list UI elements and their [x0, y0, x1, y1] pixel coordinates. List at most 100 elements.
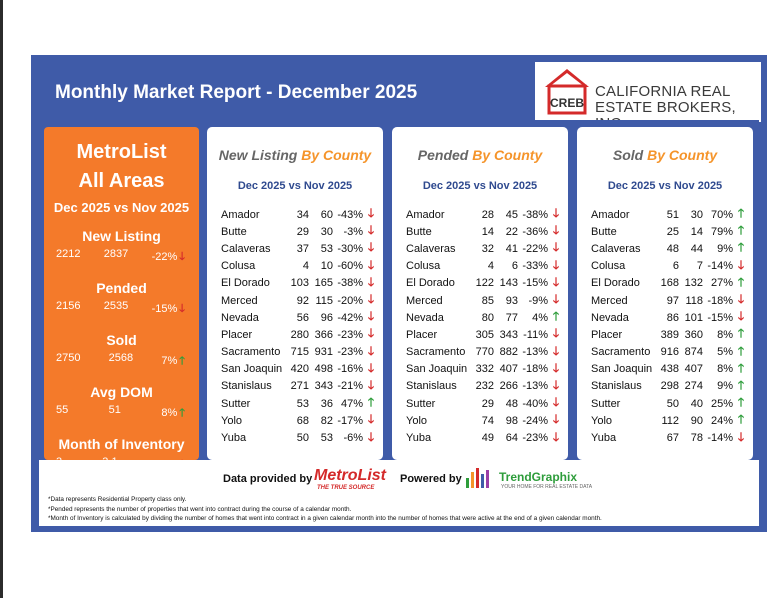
metric-change-pct: -15%	[151, 303, 178, 315]
county-name: Placer	[406, 328, 438, 341]
change-pct: -18%	[707, 294, 733, 307]
arrow-down-icon: 🡓	[552, 377, 560, 392]
nov-value: 98	[505, 414, 518, 427]
metrolist-tagline: THE TRUE SOURCE	[317, 485, 375, 491]
dec-value: 29	[296, 225, 309, 238]
dec-value: 103	[290, 277, 309, 290]
dec-value: 420	[290, 363, 309, 376]
nov-value: 10	[320, 260, 333, 273]
trendgraphix-logo: TrendGraphix	[499, 470, 578, 484]
county-row: Merced 92 115 -20% 🡓	[207, 292, 383, 309]
county-name: Stanislaus	[591, 380, 642, 393]
dec-value: 280	[290, 328, 309, 341]
county-name: Stanislaus	[221, 380, 272, 393]
county-name: Amador	[406, 208, 445, 221]
nov-value: 6	[511, 260, 518, 273]
county-row: Stanislaus 271 343 -21% 🡓	[207, 378, 383, 395]
data-provided-label: Data provided by	[223, 473, 313, 485]
window-left-border	[0, 0, 3, 598]
arrow-down-icon: 🡓	[367, 274, 375, 289]
dec-value: 4	[302, 260, 309, 273]
county-name: Sutter	[221, 397, 251, 410]
arrow-down-icon: 🡓	[552, 343, 560, 358]
report-title: Monthly Market Report - December 2025	[55, 82, 418, 103]
nov-value: 48	[505, 397, 518, 410]
card-subtitle: Dec 2025 vs Nov 2025	[607, 180, 723, 192]
county-row: Colusa 6 7 -14% 🡓	[577, 258, 753, 275]
nov-value: 274	[684, 380, 703, 393]
metric-values: 2156 2535 -15% 🡓	[56, 300, 185, 319]
county-row: Calaveras 48 44 9% 🡑	[577, 240, 753, 257]
county-row: El Dorado 103 165 -38% 🡓	[207, 275, 383, 292]
change-pct: -42%	[337, 311, 363, 324]
metric-label: Pended	[96, 280, 147, 296]
county-name: Calaveras	[221, 242, 271, 255]
change-pct: 8%	[717, 328, 733, 341]
dec-value: 332	[475, 363, 494, 376]
metric-label: Sold	[106, 332, 137, 348]
arrow-down-icon: 🡓	[737, 292, 745, 307]
county-row: Amador 34 60 -43% 🡓	[207, 206, 383, 223]
county-name: Sacramento	[591, 346, 651, 359]
dec-value: 389	[660, 328, 679, 341]
footnote: *Month of Inventory is calculated by div…	[48, 515, 602, 522]
county-name: Sacramento	[221, 346, 281, 359]
change-pct: -11%	[523, 328, 548, 341]
county-row: Placer 280 366 -23% 🡓	[207, 326, 383, 343]
powered-by-label: Powered by	[400, 473, 462, 485]
footnotes: *Data represents Residential Property cl…	[48, 495, 602, 524]
card-title-by-county: By County	[647, 147, 718, 163]
dec-value: 50	[296, 432, 309, 445]
nov-value: 60	[320, 208, 333, 221]
county-name: Stanislaus	[406, 380, 457, 393]
change-pct: -6%	[343, 432, 363, 445]
arrow-down-icon: 🡓	[367, 326, 375, 341]
trendgraphix-bars-icon	[466, 468, 489, 488]
nov-value: 882	[499, 346, 518, 359]
change-pct: 8%	[717, 363, 733, 376]
dec-value: 298	[660, 380, 679, 393]
nov-value: 22	[505, 225, 518, 238]
nov-value: 44	[690, 242, 703, 255]
arrow-up-icon: 🡑	[179, 355, 185, 367]
dec-value: 92	[296, 294, 309, 307]
dec-value: 6	[672, 260, 679, 273]
county-name: Merced	[406, 294, 443, 307]
county-row: Colusa 4 6 -33% 🡓	[392, 258, 568, 275]
metric-dec-value: 2156	[56, 300, 81, 312]
metrolist-logo: MetroList	[314, 467, 386, 484]
metric-nov-value: 2837	[103, 248, 129, 260]
county-name: Butte	[591, 225, 617, 238]
arrow-down-icon: 🡓	[552, 326, 560, 341]
creb-name-line1: CALIFORNIA REAL	[595, 83, 731, 100]
county-row: Butte 14 22 -36% 🡓	[392, 223, 568, 240]
arrow-down-icon: 🡓	[367, 412, 375, 427]
arrow-down-icon: 🡓	[552, 412, 560, 427]
change-pct: 27%	[710, 277, 733, 290]
arrow-up-icon: 🡑	[737, 206, 745, 221]
nov-value: 64	[505, 432, 518, 445]
metrolist-metrics: New Listing 2212 2837 -22% 🡓 Pended 2156 2535 -1…	[44, 228, 199, 475]
county-name: Placer	[221, 328, 253, 341]
metric-change: -22% 🡓	[152, 248, 185, 267]
county-name: Yuba	[591, 432, 617, 445]
metric-change: 7% 🡑	[161, 352, 185, 371]
county-name: Amador	[221, 208, 260, 221]
nov-value: 931	[314, 346, 333, 359]
metrolist-summary-panel: MetroList All Areas Dec 2025 vs Nov 2025…	[44, 127, 199, 471]
dec-value: 14	[481, 225, 494, 238]
dec-value: 232	[475, 380, 494, 393]
dec-value: 715	[290, 346, 309, 359]
change-pct: 4%	[532, 311, 548, 324]
nov-value: 53	[320, 242, 333, 255]
change-pct: -21%	[337, 380, 363, 393]
nov-value: 90	[690, 414, 703, 427]
card-subtitle: Dec 2025 vs Nov 2025	[237, 180, 353, 192]
arrow-down-icon: 🡓	[552, 223, 560, 238]
nov-value: 30	[690, 208, 703, 221]
county-table: Amador 51 30 70% 🡑 Butte 25 14 79% 🡑 Calaveras 48 44…	[577, 206, 753, 447]
trendgraphix-tagline: YOUR HOME FOR REAL ESTATE DATA	[501, 484, 593, 490]
county-table: Amador 34 60 -43% 🡓 Butte 29 30 -3% 🡓 Calaveras 37 5…	[207, 206, 383, 447]
county-name: San Joaquin	[406, 363, 468, 376]
county-name: Nevada	[221, 311, 259, 324]
